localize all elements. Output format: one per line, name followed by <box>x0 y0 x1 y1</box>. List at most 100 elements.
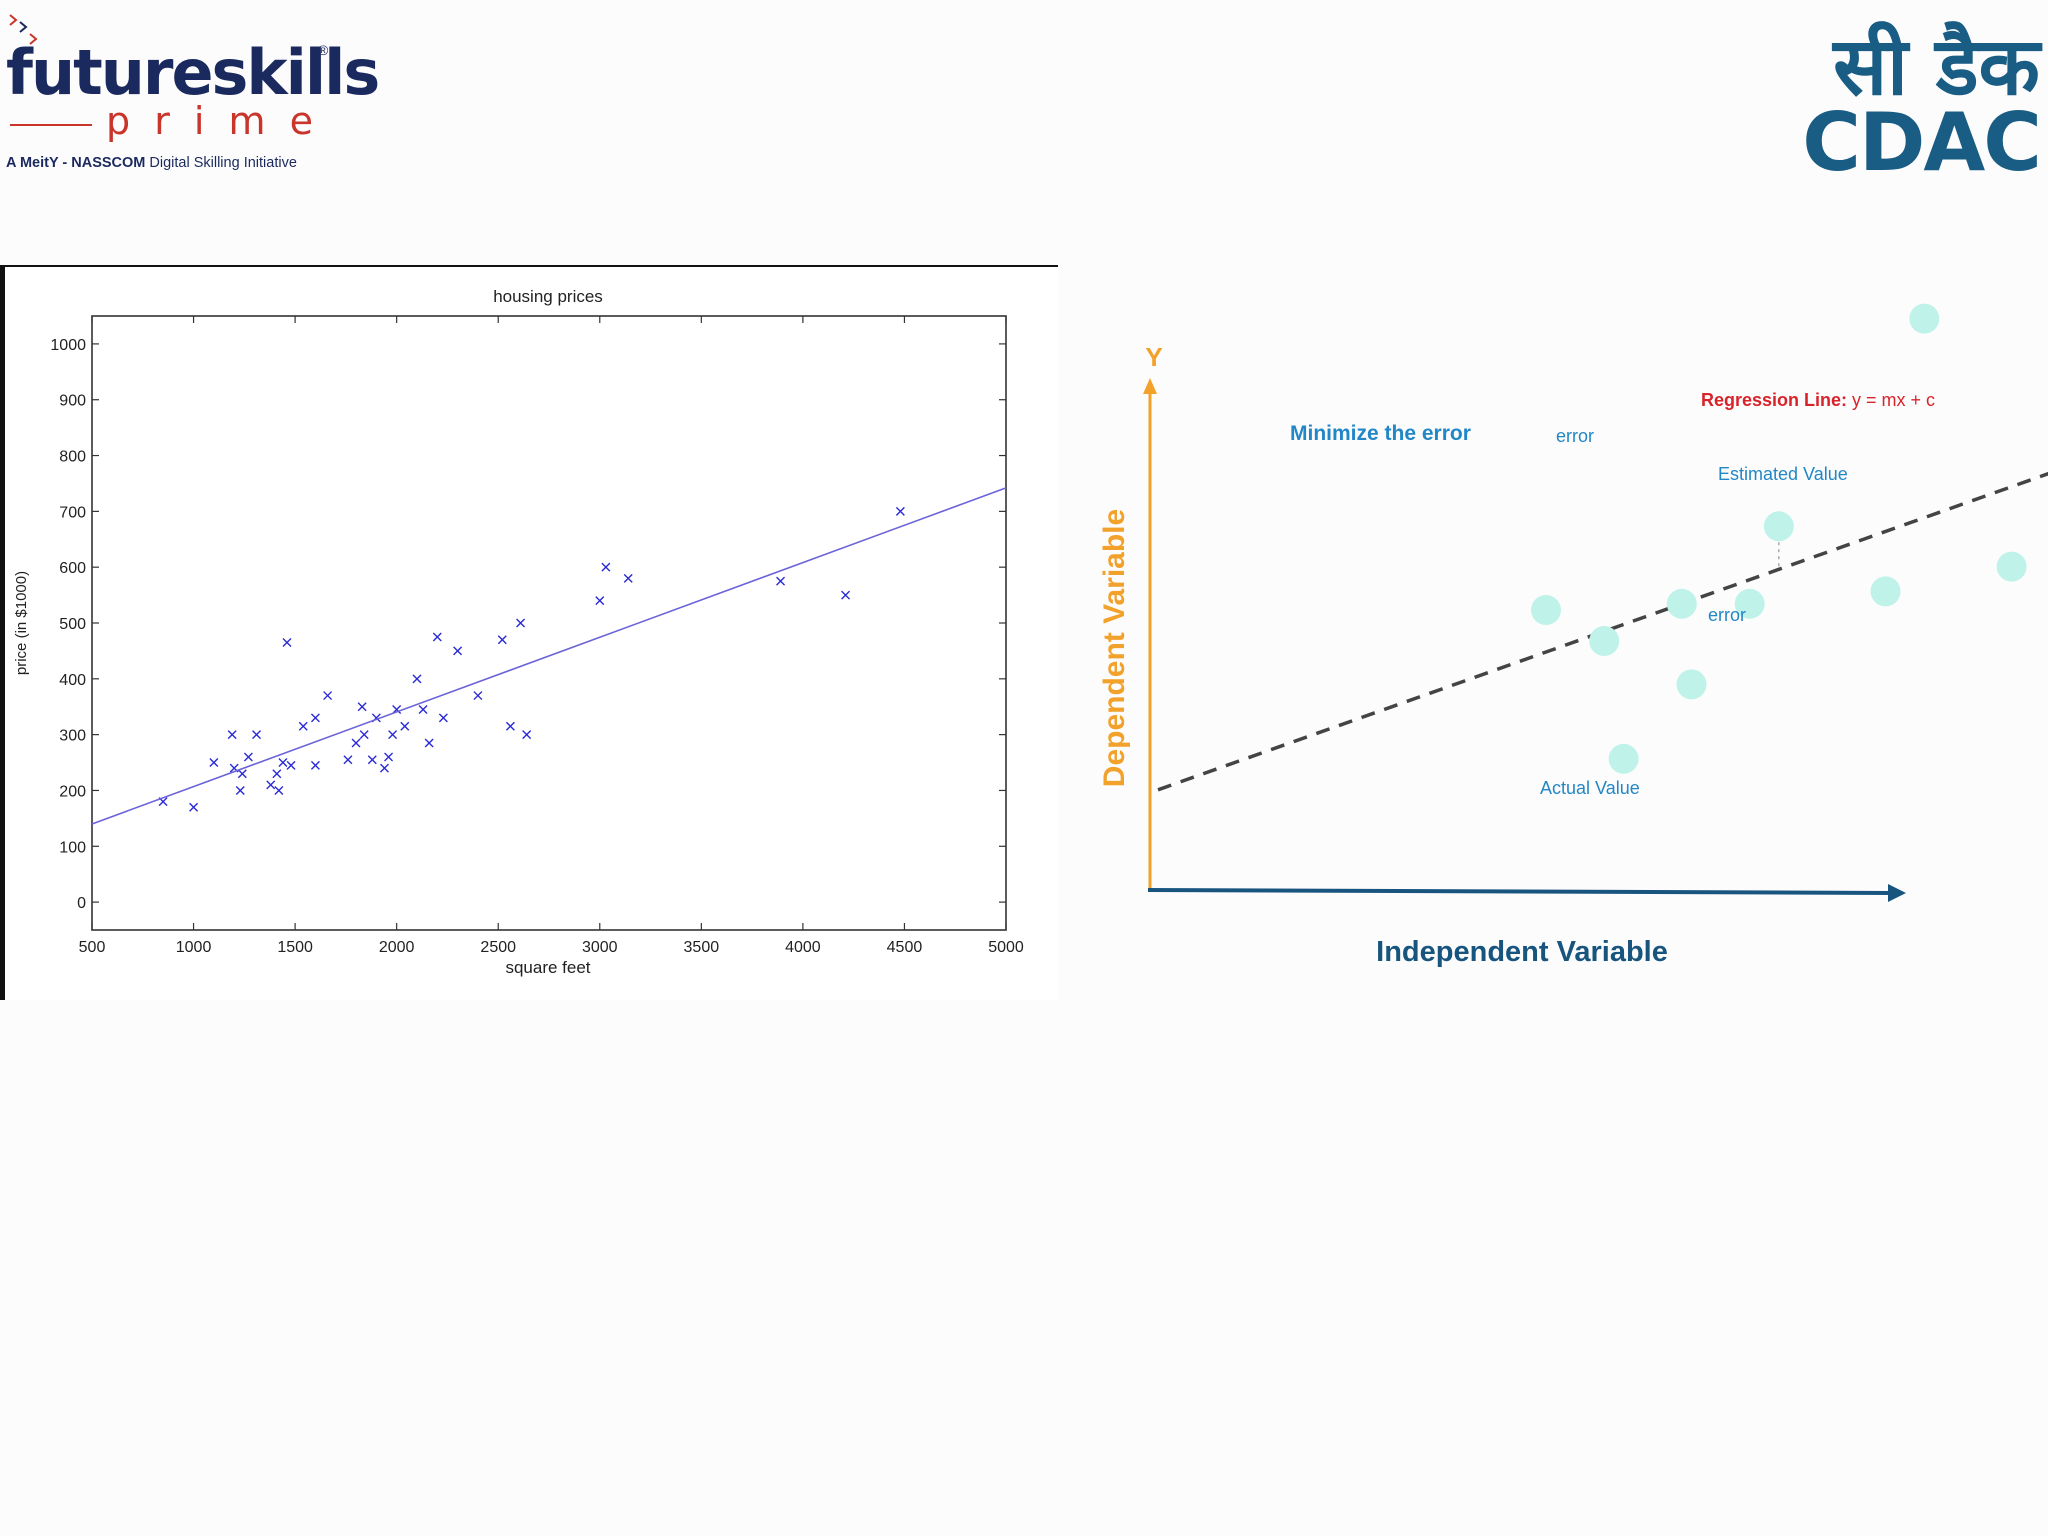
actual-value-label: Actual Value <box>1540 778 1640 798</box>
data-point-x-marker <box>601 562 611 572</box>
x-tick-label: 1500 <box>277 939 313 956</box>
futureskills-prime-logo: futureskills ® p r i m e A MeitY - NASSC… <box>6 14 380 171</box>
data-point-x-marker <box>298 721 308 731</box>
y-axis-arrow-icon <box>1143 378 1157 394</box>
chart-panel-background <box>0 265 1058 1000</box>
x-tick-label: 5000 <box>988 939 1024 956</box>
data-point-x-marker <box>841 590 851 600</box>
registered-mark: ® <box>318 42 329 58</box>
data-point-x-marker <box>266 780 276 790</box>
y-tick-label: 600 <box>59 560 86 577</box>
data-point-x-marker <box>497 635 507 645</box>
cdac-hindi: सी डैक <box>1831 20 2042 113</box>
y-tick-label: 300 <box>59 728 86 745</box>
housing-chart-panel: housing prices 500 1000 1500 2000 2500 3000 35… <box>0 265 1058 1000</box>
cdac-logo: सी डैक CDAC <box>1802 20 2042 189</box>
data-point-x-marker <box>323 691 333 701</box>
data-point <box>1589 626 1620 656</box>
fit-line <box>91 487 1007 825</box>
data-point-x-marker <box>388 730 398 740</box>
minimize-error-label: Minimize the error <box>1290 422 1471 445</box>
data-point-x-marker <box>595 596 605 606</box>
regression-diagram: Y Dependent Variable Independent Variabl… <box>1098 303 2048 968</box>
data-point-x-marker <box>278 758 288 768</box>
data-point <box>1909 303 1940 334</box>
data-point-x-marker <box>776 576 786 586</box>
data-point-x-marker <box>384 752 394 762</box>
data-point-x-marker <box>418 705 428 715</box>
logo-tagline: A MeitY - NASSCOM Digital Skilling Initi… <box>6 155 297 171</box>
y-letter: Y <box>1145 342 1162 372</box>
y-tick-label: 700 <box>59 504 86 521</box>
logo-future: future <box>6 36 212 109</box>
data-point-x-marker <box>623 573 633 583</box>
data-point-x-marker <box>310 760 320 770</box>
x-tick-label: 1000 <box>176 939 212 956</box>
axis-ticks: 500 1000 1500 2000 2500 3000 3500 4000 4500 5000 0… <box>50 316 1024 956</box>
chart-title: housing prices <box>493 287 603 306</box>
data-point <box>1870 576 1901 607</box>
sparkle-icon <box>9 14 38 45</box>
y-tick-label: 200 <box>59 783 86 800</box>
data-point-x-marker <box>438 713 448 723</box>
data-point <box>1666 588 1697 619</box>
data-point <box>1676 669 1707 700</box>
data-point <box>1734 588 1765 619</box>
data-point-x-marker <box>400 721 410 731</box>
data-point-x-marker <box>453 646 463 656</box>
x-tick-label: 500 <box>79 939 106 956</box>
x-tick-label: 3500 <box>684 939 720 956</box>
data-point-x-marker <box>272 769 282 779</box>
data-point-x-marker <box>505 721 515 731</box>
data-point-x-marker <box>432 632 442 642</box>
data-point-x-marker <box>235 785 245 795</box>
data-point-x-marker <box>412 674 422 684</box>
data-point-x-marker <box>237 769 247 779</box>
y-tick-label: 800 <box>59 449 86 466</box>
data-point-x-marker <box>895 506 905 516</box>
data-point-x-marker <box>286 760 296 770</box>
x-tick-label: 2000 <box>379 939 415 956</box>
regression-line <box>1157 471 2048 792</box>
data-point-x-marker <box>343 755 353 765</box>
cdac-latin: CDAC <box>1802 96 2040 189</box>
y-axis-label: price (in $1000) <box>13 571 30 675</box>
y-tick-label: 100 <box>59 839 86 856</box>
dependent-variable-label: Dependent Variable <box>1098 509 1131 787</box>
svg-text:futureskills: futureskills <box>6 36 378 109</box>
data-point-x-marker <box>473 691 483 701</box>
data-point-x-marker <box>274 785 284 795</box>
y-tick-label: 400 <box>59 672 86 689</box>
data-point <box>1531 595 1561 625</box>
data-point-x-marker <box>310 713 320 723</box>
logo-skills: skills <box>212 36 379 109</box>
diagram-points <box>1531 303 2027 774</box>
data-point <box>1608 743 1639 774</box>
x-tick-label: 4500 <box>887 939 923 956</box>
y-tick-label: 900 <box>59 393 86 410</box>
data-point-x-marker <box>189 802 199 812</box>
y-tick-label: 1000 <box>50 337 86 354</box>
data-point-x-marker <box>351 738 361 748</box>
data-point-x-marker <box>243 752 253 762</box>
x-tick-label: 3000 <box>582 939 618 956</box>
data-points <box>158 506 905 812</box>
x-tick-label: 2500 <box>480 939 516 956</box>
independent-variable-label: Independent Variable <box>1376 936 1668 968</box>
estimated-value-label: Estimated Value <box>1718 464 1848 484</box>
data-point-x-marker <box>522 730 532 740</box>
data-point-x-marker <box>209 758 219 768</box>
x-axis-line <box>1147 888 1891 895</box>
logo-prime: p r i m e <box>106 99 319 143</box>
data-point-x-marker <box>516 618 526 628</box>
y-tick-label: 500 <box>59 616 86 633</box>
data-point-x-marker <box>252 730 262 740</box>
data-point-x-marker <box>282 638 292 648</box>
x-axis-arrow-icon <box>1888 884 1906 902</box>
data-point-x-marker <box>357 702 367 712</box>
data-point-x-marker <box>424 738 434 748</box>
error-label-right: error <box>1708 605 1746 625</box>
data-point-x-marker <box>367 755 377 765</box>
y-tick-label: 0 <box>77 895 86 912</box>
data-point-x-marker <box>359 730 369 740</box>
